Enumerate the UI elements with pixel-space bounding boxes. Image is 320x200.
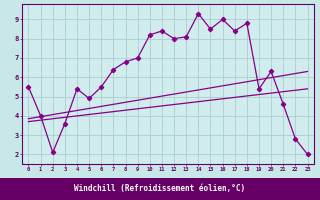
Text: Windchill (Refroidissement éolien,°C): Windchill (Refroidissement éolien,°C) [75,184,245,194]
